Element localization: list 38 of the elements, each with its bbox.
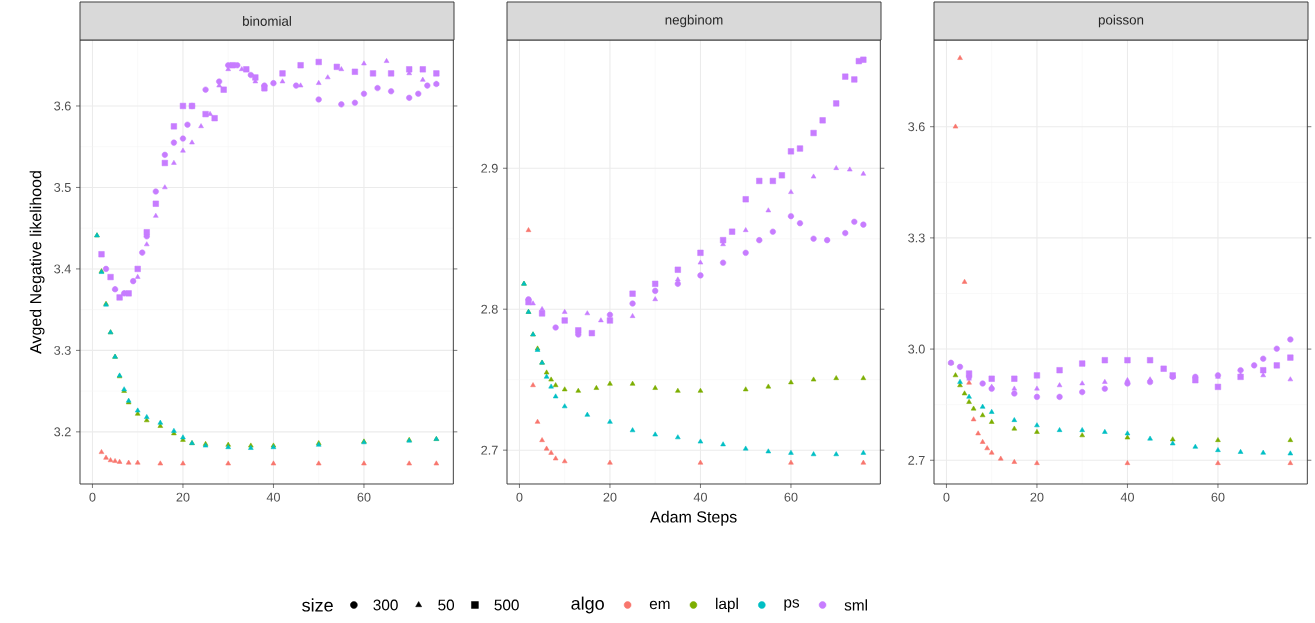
y-axis-title: Avged Negative likelihood xyxy=(29,171,45,354)
y-tick-label: 2.7 xyxy=(481,445,498,455)
legend-label: lapl xyxy=(716,597,738,613)
legend-label: ps xyxy=(784,599,800,611)
x-tick-label: 0 xyxy=(89,492,96,502)
legend-title: algo xyxy=(571,596,604,614)
y-tick-label: 3.3 xyxy=(908,233,925,243)
y-tick-label: 3.5 xyxy=(54,182,71,192)
text: size xyxy=(302,598,333,612)
x-axis-title: Adam Steps xyxy=(650,510,737,526)
chart-title: binomial xyxy=(243,16,291,26)
y-tick-label: 3.0 xyxy=(908,344,925,354)
x-tick-label: 60 xyxy=(784,492,798,502)
chart-title: poisson xyxy=(1098,14,1144,28)
chart-title: negbinom xyxy=(665,14,723,28)
y-tick-label: 3.2 xyxy=(54,427,71,437)
x-tick-label: 20 xyxy=(1030,492,1044,502)
y-tick-label: 3.3 xyxy=(54,345,71,355)
y-tick-label: 2.8 xyxy=(481,304,498,314)
x-tick-label: 60 xyxy=(357,492,371,502)
x-tick-label: 60 xyxy=(1211,492,1225,502)
x-tick-label: 0 xyxy=(943,492,950,502)
legend-label: em xyxy=(649,600,670,610)
x-tick-label: 20 xyxy=(603,492,617,502)
x-tick-label: 40 xyxy=(693,492,707,502)
y-tick-label: 2.9 xyxy=(481,163,498,173)
legend-label: sml xyxy=(844,599,867,611)
y-tick-label: 3.4 xyxy=(54,264,71,274)
y-tick-label: 3.6 xyxy=(908,122,925,132)
text: 300 xyxy=(373,599,398,611)
text: 50 xyxy=(438,599,455,611)
x-tick-label: 40 xyxy=(1120,492,1134,502)
x-tick-label: 40 xyxy=(266,492,280,502)
x-tick-label: 20 xyxy=(176,492,190,502)
x-tick-label: 0 xyxy=(516,492,523,502)
y-tick-label: 2.7 xyxy=(908,455,925,465)
y-tick-label: 3.6 xyxy=(54,101,71,111)
text: 500 xyxy=(494,599,519,611)
